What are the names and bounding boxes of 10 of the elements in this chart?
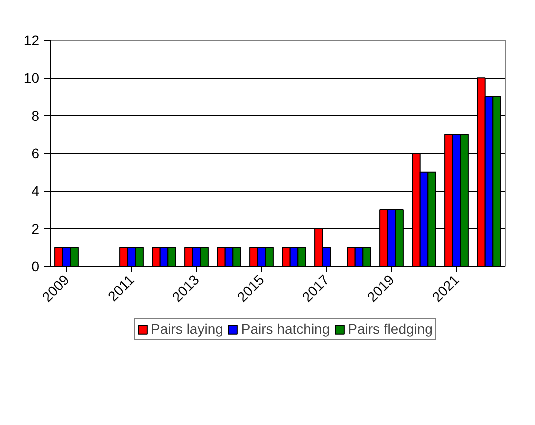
y-tick-label: 4 xyxy=(32,183,40,200)
y-tick-label: 0 xyxy=(32,258,40,274)
y-tick-label: 8 xyxy=(32,108,40,124)
legend-label: Pairs fledging xyxy=(348,321,433,337)
y-tick-label: 6 xyxy=(32,146,40,162)
legend-label: Pairs hatching xyxy=(241,321,330,337)
legend-label: Pairs laying xyxy=(151,321,224,337)
y-tick-label: 2 xyxy=(32,220,40,237)
y-tick-label: 10 xyxy=(24,70,40,86)
y-tick-label: 12 xyxy=(24,32,40,48)
